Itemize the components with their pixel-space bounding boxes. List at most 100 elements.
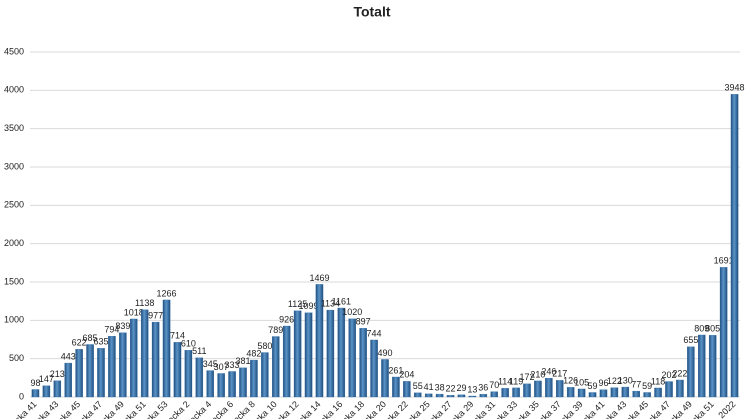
data-label: 3948: [725, 83, 745, 93]
data-label: 622: [72, 338, 87, 348]
data-label: 22: [446, 384, 456, 394]
data-label: 1691: [714, 256, 734, 266]
bar: [566, 387, 575, 398]
data-label: 809: [694, 323, 709, 333]
bar: [545, 377, 553, 398]
data-label: 839: [115, 321, 130, 331]
bar: [392, 376, 400, 398]
data-label: 655: [683, 335, 698, 345]
data-label: 490: [377, 348, 392, 358]
bar: [654, 387, 662, 398]
y-tick-label: 500: [9, 353, 24, 363]
bar: [75, 349, 83, 398]
y-tick-label: 3000: [4, 161, 24, 171]
bar: [687, 346, 695, 398]
y-tick-label: 2000: [4, 238, 24, 248]
data-label: 118: [651, 376, 665, 386]
bar: [414, 392, 422, 398]
bar: [610, 387, 619, 398]
data-label: 217: [552, 369, 567, 379]
bar: [162, 299, 171, 398]
data-label: 114: [498, 377, 512, 387]
bar: [403, 381, 411, 398]
bar: [348, 318, 356, 398]
data-label: 147: [39, 374, 54, 384]
bar: [479, 394, 488, 398]
data-label: 744: [367, 328, 382, 338]
bar: [315, 284, 324, 398]
data-label: 204: [399, 370, 414, 380]
bar: [31, 389, 40, 398]
bar: [588, 392, 597, 398]
bar: [708, 335, 717, 398]
bar: [272, 336, 280, 398]
bar: [337, 307, 346, 398]
data-label: 13: [467, 384, 477, 394]
data-label: 1018: [124, 307, 144, 317]
data-label: 580: [257, 341, 272, 351]
bar: [490, 391, 498, 398]
data-label: 77: [631, 379, 641, 389]
data-label: 202: [661, 370, 676, 380]
bar: [261, 352, 269, 398]
bar: [424, 393, 433, 398]
data-label: 70: [489, 380, 499, 390]
bar: [326, 309, 335, 398]
data-label: 210: [530, 369, 545, 379]
data-label: 1020: [342, 307, 362, 317]
data-label: 130: [618, 375, 633, 385]
data-label: 246: [541, 367, 556, 377]
bar: [381, 359, 389, 398]
data-label: 1099: [299, 301, 319, 311]
data-label: 345: [203, 359, 218, 369]
bar: [435, 393, 444, 398]
bar: [719, 267, 728, 398]
chart-title: Totalt: [353, 4, 390, 20]
data-label: 59: [588, 381, 598, 391]
bar: [239, 367, 247, 398]
data-label: 36: [478, 383, 488, 393]
bar: [250, 359, 258, 398]
data-label: 59: [642, 381, 652, 391]
bar: [698, 334, 706, 398]
data-label: 126: [563, 376, 578, 386]
data-label: 1469: [309, 273, 329, 283]
bar: [621, 386, 630, 398]
data-label: 98: [30, 378, 40, 388]
bar: [108, 335, 116, 398]
bar: [370, 339, 378, 398]
data-label: 635: [93, 337, 108, 347]
data-label: 1161: [332, 296, 351, 306]
bar: [556, 380, 564, 398]
data-label: 119: [509, 376, 523, 386]
bar: [457, 394, 466, 398]
y-tick-label: 0: [19, 391, 24, 401]
y-tick-label: 2500: [4, 200, 24, 210]
data-label: 714: [170, 331, 185, 341]
bar: [676, 379, 684, 398]
data-label: 1134: [321, 298, 340, 308]
bar: [293, 310, 302, 398]
data-label: 482: [246, 348, 261, 358]
bar: [64, 362, 72, 398]
data-label: 1266: [157, 288, 177, 298]
data-label: 38: [435, 382, 445, 392]
bar: [282, 325, 291, 398]
bar: [97, 348, 105, 398]
bar: [195, 357, 204, 398]
bar: [304, 312, 313, 398]
bar: [359, 328, 367, 398]
data-label: 96: [598, 378, 608, 388]
y-tick-label: 3500: [4, 123, 24, 133]
bar: [599, 389, 608, 398]
bar: [643, 392, 651, 398]
data-label: 172: [519, 372, 534, 382]
bar: [632, 390, 640, 398]
data-label: 794: [104, 325, 119, 335]
data-label: 897: [356, 317, 371, 327]
data-label: 29: [456, 383, 466, 393]
data-label: 789: [268, 325, 283, 335]
data-label: 307: [214, 362, 229, 372]
data-label: 105: [574, 377, 589, 387]
